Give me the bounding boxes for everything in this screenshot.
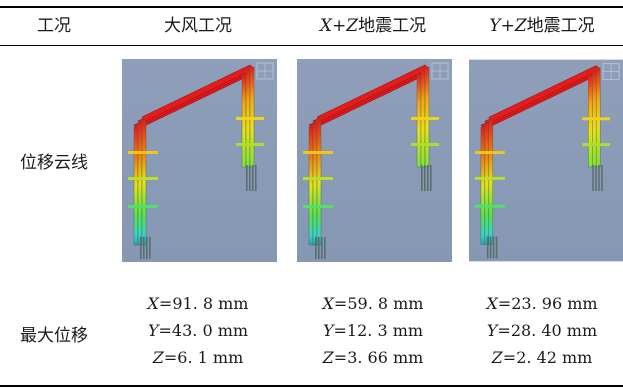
value-xz-z: Z=3. 66 mm [322, 348, 424, 367]
header-xz-seismic: X+Z地震工况 [288, 14, 458, 38]
header-case: 工况 [37, 16, 71, 36]
value-yz-x: X=23. 96 mm [486, 294, 598, 313]
header-yz-suffix: 地震工况 [526, 16, 595, 36]
value-xz-x: X=59. 8 mm [322, 294, 424, 313]
contour-image-wind [122, 59, 277, 262]
table-bottom-rule [0, 385, 623, 387]
header-wind: 大风工况 [164, 16, 232, 36]
value-yz-z: Z=2. 42 mm [491, 348, 593, 367]
header-xz-suffix: 地震工况 [358, 16, 427, 36]
table-top-rule [0, 6, 623, 8]
table-header-rule [0, 45, 623, 46]
value-wind-x: X=91. 8 mm [147, 294, 249, 313]
value-wind-z: Z=6. 1 mm [152, 348, 244, 367]
contour-image-xz [297, 59, 452, 262]
header-yz-prefix: Y+Z [489, 16, 527, 36]
header-yz-seismic: Y+Z地震工况 [462, 14, 622, 38]
value-wind-y: Y=43. 0 mm [147, 321, 249, 340]
row-label-contour: 位移云线 [20, 153, 88, 173]
contour-image-yz [469, 58, 623, 263]
header-xz-prefix: X+Z [319, 16, 359, 36]
value-xz-y: Y=12. 3 mm [322, 321, 424, 340]
value-yz-y: Y=28. 40 mm [486, 321, 598, 340]
row-label-max-displacement: 最大位移 [20, 326, 88, 346]
